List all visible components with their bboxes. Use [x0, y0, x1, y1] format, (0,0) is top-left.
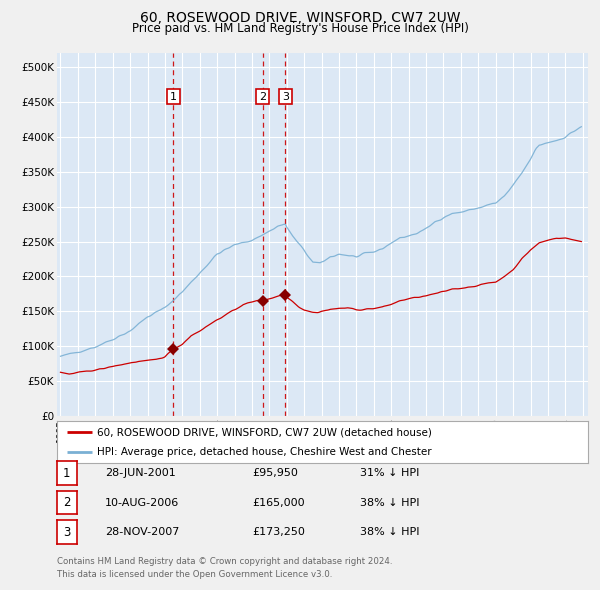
Text: 2: 2 — [63, 496, 71, 509]
Text: 2: 2 — [259, 91, 266, 101]
Text: 3: 3 — [63, 526, 71, 539]
Text: £165,000: £165,000 — [252, 498, 305, 507]
Text: 3: 3 — [282, 91, 289, 101]
Text: 28-NOV-2007: 28-NOV-2007 — [105, 527, 179, 537]
Text: Price paid vs. HM Land Registry's House Price Index (HPI): Price paid vs. HM Land Registry's House … — [131, 22, 469, 35]
Text: £95,950: £95,950 — [252, 468, 298, 478]
Text: 60, ROSEWOOD DRIVE, WINSFORD, CW7 2UW (detached house): 60, ROSEWOOD DRIVE, WINSFORD, CW7 2UW (d… — [97, 427, 432, 437]
Text: 1: 1 — [63, 467, 71, 480]
Text: 10-AUG-2006: 10-AUG-2006 — [105, 498, 179, 507]
Text: Contains HM Land Registry data © Crown copyright and database right 2024.: Contains HM Land Registry data © Crown c… — [57, 558, 392, 566]
Text: 1: 1 — [170, 91, 177, 101]
Text: £173,250: £173,250 — [252, 527, 305, 537]
Text: 60, ROSEWOOD DRIVE, WINSFORD, CW7 2UW: 60, ROSEWOOD DRIVE, WINSFORD, CW7 2UW — [140, 11, 460, 25]
Text: HPI: Average price, detached house, Cheshire West and Chester: HPI: Average price, detached house, Ches… — [97, 447, 431, 457]
Text: 31% ↓ HPI: 31% ↓ HPI — [360, 468, 419, 478]
Text: 38% ↓ HPI: 38% ↓ HPI — [360, 498, 419, 507]
Text: This data is licensed under the Open Government Licence v3.0.: This data is licensed under the Open Gov… — [57, 571, 332, 579]
Text: 28-JUN-2001: 28-JUN-2001 — [105, 468, 176, 478]
Text: 38% ↓ HPI: 38% ↓ HPI — [360, 527, 419, 537]
